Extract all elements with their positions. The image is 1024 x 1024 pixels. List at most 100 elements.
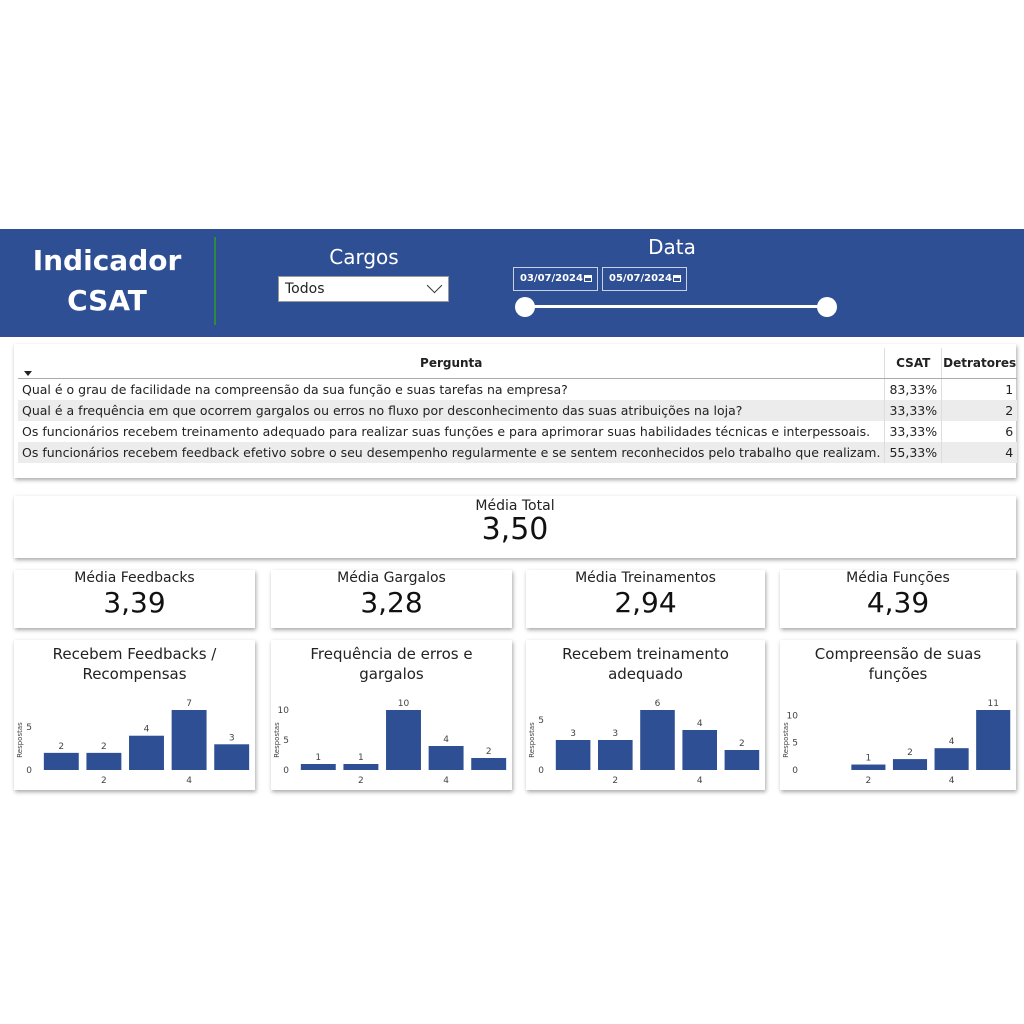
date-start-input[interactable]: 03/07/2024 — [513, 267, 598, 291]
cell-csat: 55,33% — [884, 442, 942, 463]
date-end-value: 05/07/2024 — [609, 273, 672, 284]
y-tick-label: 10 — [278, 706, 290, 716]
data-label: Data — [648, 235, 696, 259]
x-tick-label: 4 — [697, 776, 703, 786]
y-tick-label: 0 — [792, 766, 798, 776]
data-label: 4 — [697, 719, 703, 729]
data-label: 11 — [987, 699, 998, 709]
data-label: 2 — [907, 748, 913, 758]
bar — [851, 764, 886, 770]
data-label: 1 — [358, 753, 364, 763]
x-tick-label: 4 — [443, 776, 449, 786]
column-header-csat[interactable]: CSAT — [884, 348, 942, 379]
cell-csat: 83,33% — [884, 378, 942, 400]
cell-csat: 33,33% — [884, 421, 942, 442]
column-header-pergunta[interactable]: Pergunta — [18, 348, 885, 379]
calendar-icon — [584, 275, 592, 282]
bar — [640, 710, 675, 770]
table-row: Qual é a frequência em que ocorrem garga… — [18, 400, 1018, 421]
chart-title: Recebem Feedbacks / Recompensas — [52, 645, 217, 683]
media-funcoes-label: Média Funções — [846, 570, 950, 586]
cargos-dropdown[interactable]: Todos — [278, 276, 449, 302]
bar — [86, 752, 122, 770]
bar — [471, 758, 507, 770]
x-tick-label: 2 — [358, 776, 364, 786]
bar — [682, 730, 718, 770]
bar — [386, 710, 421, 770]
data-label: 2 — [486, 747, 492, 757]
chevron-down-icon — [426, 277, 443, 294]
column-header-detratores[interactable]: Detratores — [941, 348, 1018, 379]
cell-detratores: 6 — [941, 421, 1018, 442]
chart-title: Recebem treinamento adequado — [562, 645, 729, 683]
table-row: Os funcionários recebem treinamento adeq… — [18, 421, 1018, 442]
header-bar: Indicador CSAT Cargos Todos Data 03/07/2… — [0, 229, 1024, 337]
chart-title: Frequência de erros e gargalos — [310, 645, 473, 683]
data-label: 7 — [186, 699, 192, 709]
date-end-input[interactable]: 05/07/2024 — [602, 267, 687, 291]
cargos-dropdown-value: Todos — [285, 281, 325, 297]
y-tick-label: 0 — [26, 766, 32, 776]
media-gargalos-card: Média Gargalos 3,28 — [271, 570, 512, 628]
sort-down-icon[interactable] — [24, 371, 32, 376]
data-label: 2 — [58, 742, 64, 752]
chart-card-funcoes: Compreensão de suas funções Respostas 0 5 1… — [780, 640, 1016, 790]
data-label: 2 — [739, 739, 745, 749]
cell-pergunta: Os funcionários recebem treinamento adeq… — [22, 424, 871, 439]
cell-pergunta: Qual é o grau de facilidade na compreens… — [22, 382, 568, 397]
media-treinamentos-card: Média Treinamentos 2,94 — [526, 570, 765, 628]
cell-csat: 33,33% — [884, 400, 942, 421]
title-line-2: CSAT — [67, 284, 147, 317]
media-total-card: Média Total 3,50 — [14, 496, 1016, 558]
bar — [597, 740, 633, 770]
data-label: 3 — [612, 729, 618, 739]
y-tick-label: 10 — [787, 711, 799, 721]
y-axis-label: Respostas — [16, 722, 24, 758]
media-total-value: 3,50 — [481, 512, 549, 547]
x-tick-label: 2 — [101, 776, 107, 786]
dashboard-title: Indicador CSAT — [18, 241, 196, 321]
date-start-value: 03/07/2024 — [520, 273, 583, 284]
date-slider-track[interactable] — [524, 305, 828, 308]
cell-detratores: 4 — [941, 442, 1018, 463]
data-label: 10 — [398, 699, 410, 709]
date-slider-start-handle[interactable] — [515, 297, 535, 317]
y-tick-label: 0 — [538, 766, 544, 776]
y-axis-label: Respostas — [273, 722, 281, 758]
y-tick-label: 5 — [283, 736, 289, 746]
calendar-icon — [673, 275, 681, 282]
chart-card-treinamentos: Recebem treinamento adequado Respostas 0 5… — [526, 640, 765, 790]
bar — [214, 744, 250, 770]
media-funcoes-card: Média Funções 4,39 — [780, 570, 1016, 628]
data-label: 1 — [315, 753, 321, 763]
date-slider-end-handle[interactable] — [817, 297, 837, 317]
media-treinamentos-value: 2,94 — [614, 586, 677, 619]
bar — [343, 764, 379, 770]
header-divider — [214, 237, 216, 325]
cell-detratores: 1 — [941, 378, 1018, 400]
bar — [724, 750, 760, 770]
bar — [300, 764, 336, 770]
bar — [892, 759, 928, 770]
title-line-1: Indicador — [32, 244, 182, 277]
cell-detratores: 2 — [941, 400, 1018, 421]
chart-title: Compreensão de suas funções — [814, 645, 982, 683]
media-treinamentos-label: Média Treinamentos — [575, 570, 716, 586]
table-header-row: Pergunta CSAT Detratores — [18, 348, 1018, 379]
media-feedbacks-value: 3,39 — [103, 586, 166, 619]
cell-pergunta: Os funcionários recebem feedback efetivo… — [18, 442, 885, 463]
y-tick-label: 5 — [792, 739, 798, 749]
media-total-label: Média Total — [475, 498, 555, 514]
bar — [43, 752, 79, 770]
table-row: Os funcionários recebem feedback efetivo… — [18, 442, 1018, 463]
media-gargalos-value: 3,28 — [360, 586, 423, 619]
cell-pergunta: Qual é a frequência em que ocorrem garga… — [18, 400, 885, 421]
media-feedbacks-label: Média Feedbacks — [74, 570, 195, 586]
y-tick-label: 5 — [538, 716, 544, 726]
y-axis-label: Respostas — [528, 722, 536, 758]
data-label: 2 — [101, 742, 107, 752]
table-row: Qual é o grau de facilidade na compreens… — [18, 378, 1018, 400]
